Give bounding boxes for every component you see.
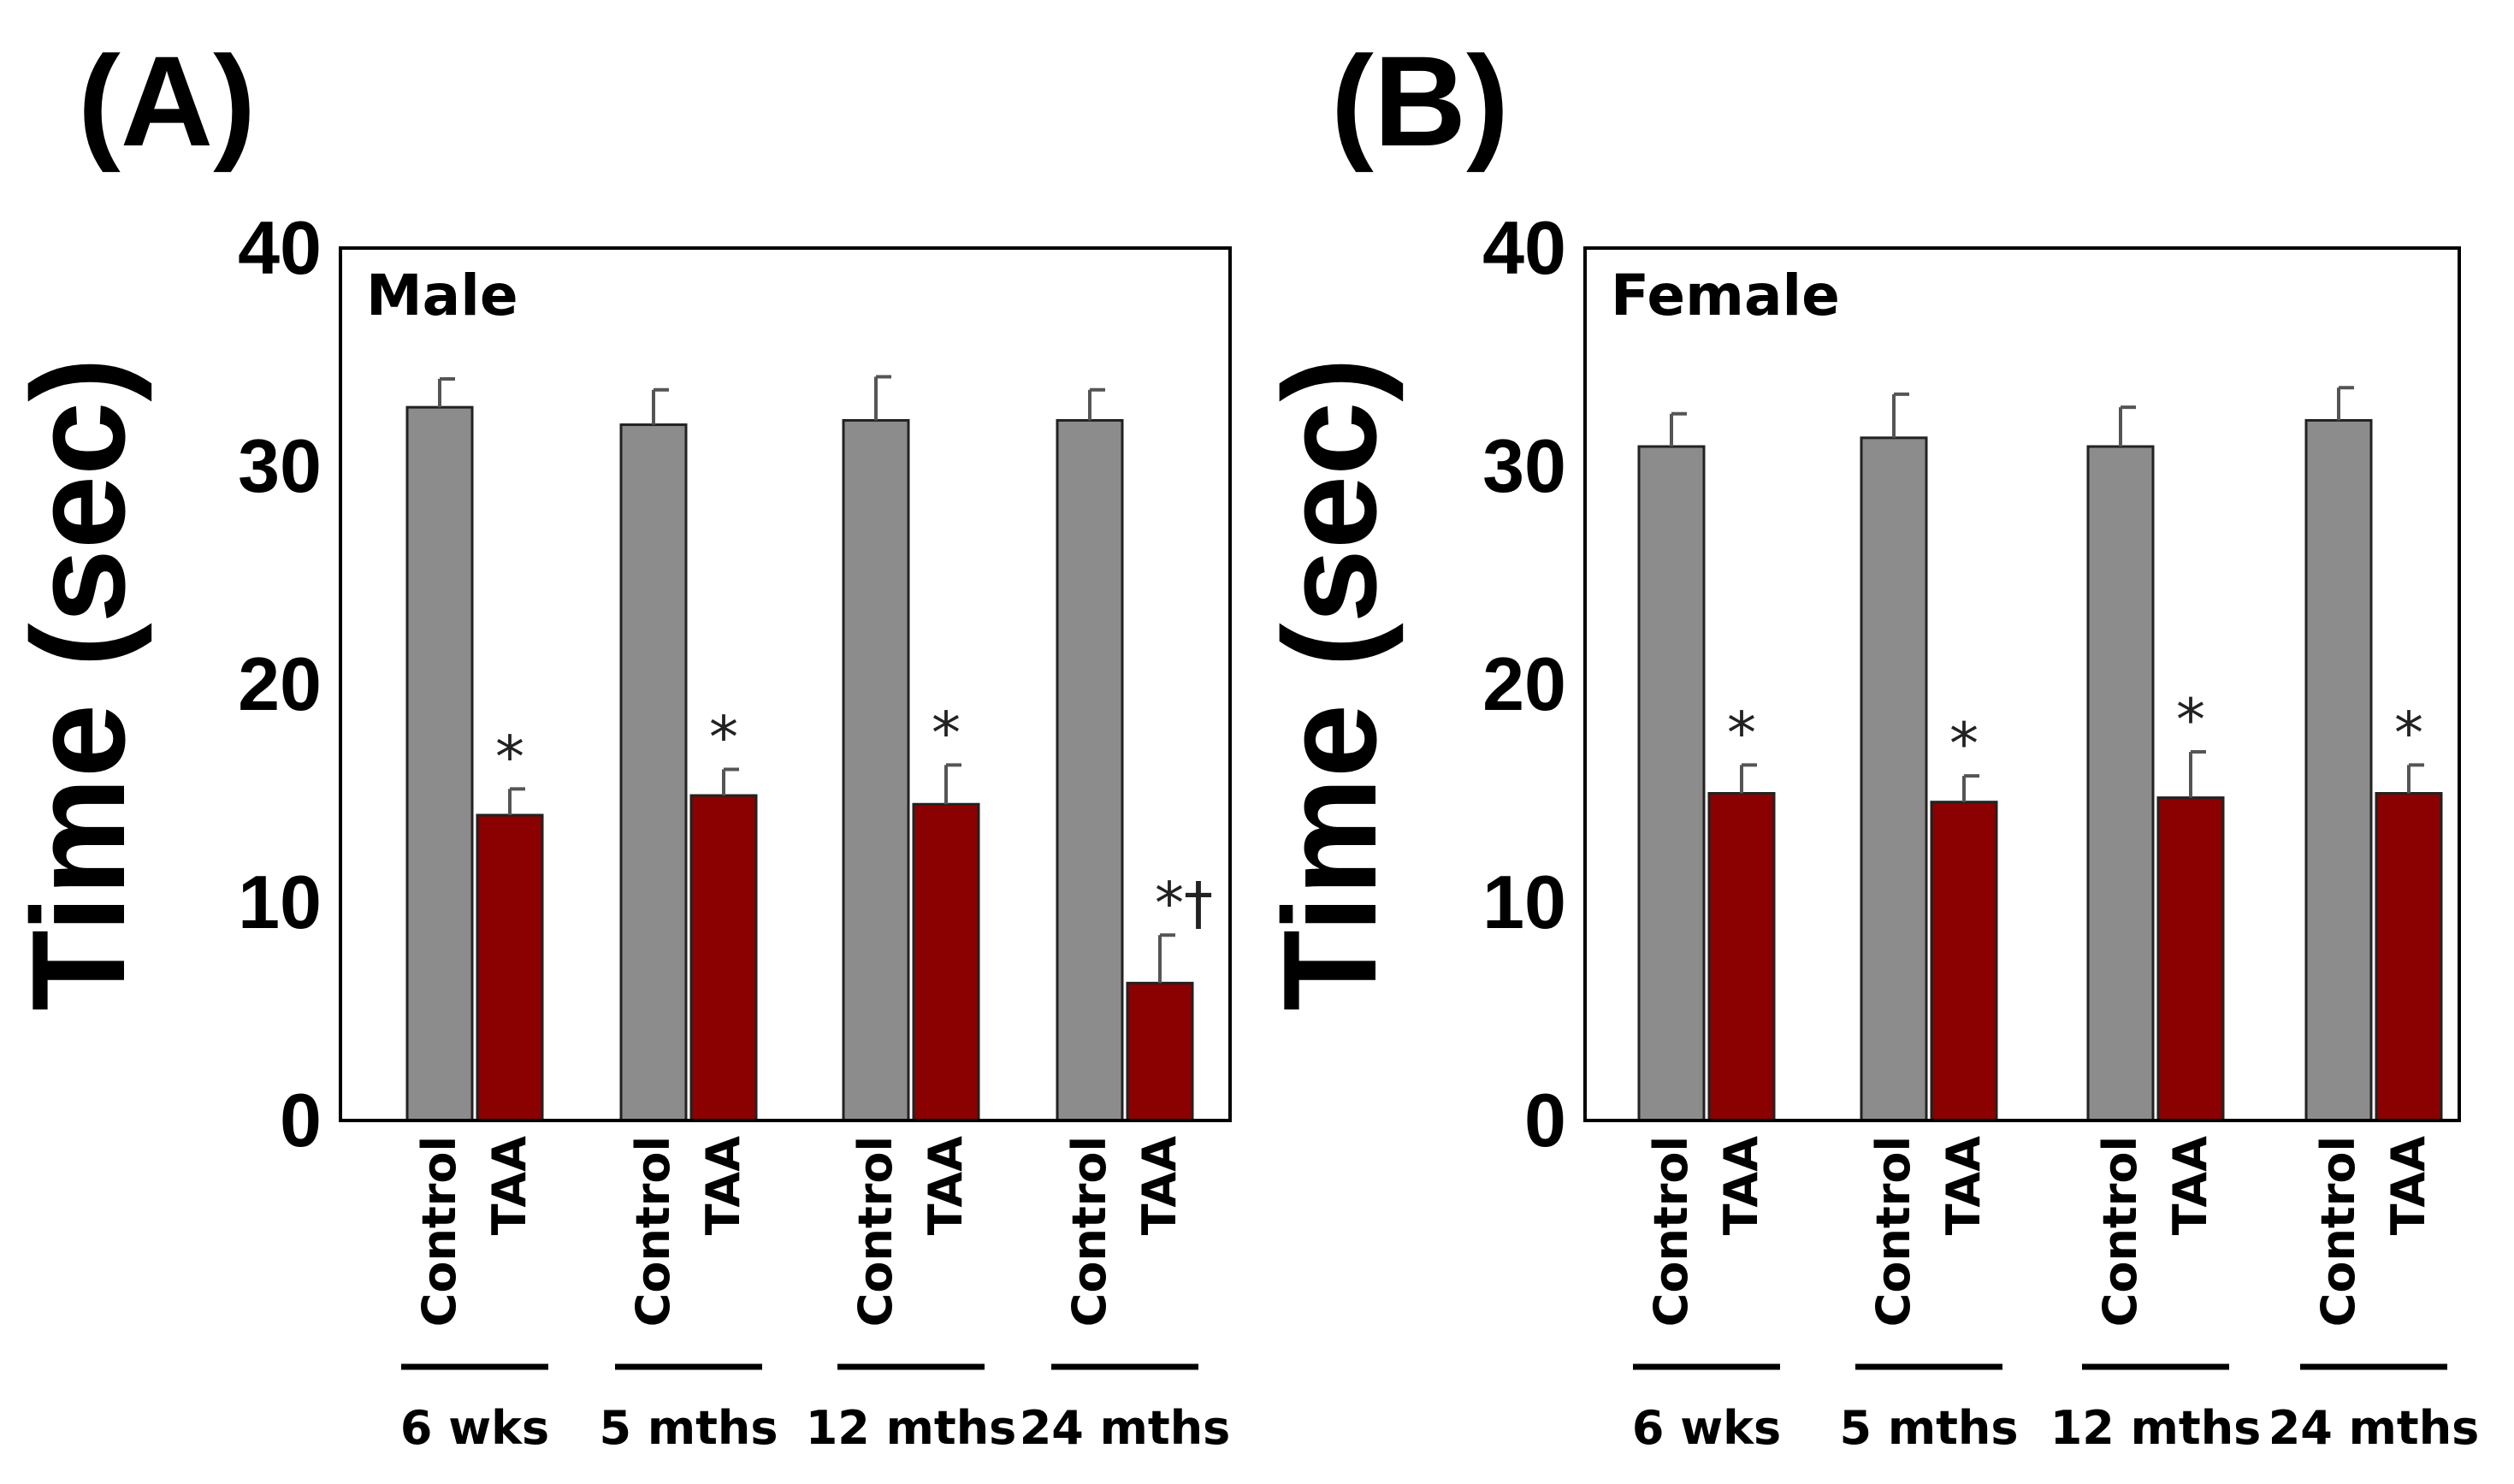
x-tick-label-control: Control [2311,1136,2365,1327]
y-tick-label: 20 [1482,641,1566,726]
group-label: 24 mths [2269,1401,2480,1455]
chart-panel-a: (A) Time (sec) 0 10 20 30 40 Control * TAA 6 wks Co… [4,29,1232,1455]
bar-taa [1930,801,1998,1122]
x-tick-label-taa: TAA [1937,1136,1990,1235]
bar-taa [1126,981,1194,1122]
panel-label: (B) [1331,29,1509,173]
bar-taa [476,813,544,1122]
group-label: 5 mths [1839,1401,2018,1455]
chart-panel-b: (B) Time (sec) 0 10 20 30 40 Control * TAA 6 wks Co… [1256,29,2479,1455]
y-tick-label: 40 [238,205,322,290]
y-axis-label: Time (sec) [1256,358,1404,1011]
plot-frame [1583,246,2461,1122]
bar-control [1637,445,1706,1122]
bar-taa [2375,792,2443,1122]
significance-mark: * [709,704,738,772]
x-tick-label-control: Control [1062,1136,1116,1327]
x-tick-label-taa: TAA [2163,1136,2217,1235]
bar-control [619,423,688,1122]
group-label: 12 mths [2050,1401,2262,1455]
bar-control [1056,418,1124,1122]
y-tick-label: 30 [238,423,322,508]
x-tick-label-taa: TAA [482,1136,536,1235]
inset-label: Male [366,263,518,328]
x-tick-label-control: Control [1866,1136,1920,1327]
bar-taa [2156,796,2225,1122]
significance-mark: * [495,724,524,791]
bar-control [842,418,910,1122]
y-tick-label: 0 [1524,1078,1566,1162]
significance-mark: * [932,700,961,767]
group-label: 6 wks [400,1401,549,1455]
y-tick-label: 40 [1482,205,1566,290]
y-tick-label: 0 [280,1078,322,1162]
bar-control [1860,436,1928,1122]
y-axis-label: Time (sec) [4,358,152,1011]
bar-control [2086,445,2155,1122]
significance-mark: * [2176,687,2205,754]
x-tick-label-control: Control [2093,1136,2147,1327]
x-tick-label-control: Control [626,1136,680,1327]
bar-control [405,405,474,1122]
group-label: 6 wks [1632,1401,1781,1455]
x-tick-label-control: Control [412,1136,466,1327]
y-tick-label: 30 [1482,423,1566,508]
x-tick-label-taa: TAA [1133,1136,1186,1235]
significance-mark: * [2394,700,2423,767]
x-tick-label-taa: TAA [696,1136,750,1235]
y-tick-label: 20 [238,641,322,726]
x-tick-label-control: Control [849,1136,902,1327]
x-tick-label-taa: TAA [1714,1136,1768,1235]
bar-taa [689,794,758,1122]
group-label: 24 mths [1020,1401,1231,1455]
significance-mark: *† [1155,870,1213,937]
bar-taa [1707,792,1776,1122]
significance-mark: * [1727,700,1756,767]
y-tick-label: 10 [1482,860,1566,944]
group-label: 5 mths [599,1401,778,1455]
x-tick-label-control: Control [1644,1136,1698,1327]
panel-label: (A) [78,29,256,173]
significance-mark: * [1949,711,1979,778]
plot-frame [339,246,1232,1122]
inset-label: Female [1611,263,1840,328]
bar-control [2304,418,2373,1122]
y-tick-label: 10 [238,860,322,944]
x-tick-label-taa: TAA [919,1136,973,1235]
group-label: 12 mths [806,1401,1017,1455]
bar-taa [912,802,980,1122]
x-tick-label-taa: TAA [2381,1136,2435,1235]
